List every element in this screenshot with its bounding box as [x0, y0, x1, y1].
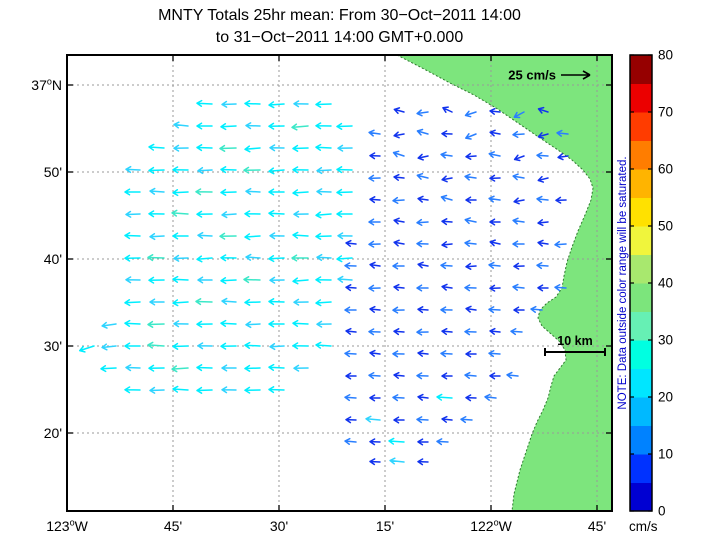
land-polygon: [396, 54, 613, 512]
annotations: [544, 70, 606, 356]
axes-frame: [66, 54, 613, 512]
colorbar-note: NOTE: Data outside color range will be s…: [617, 156, 629, 410]
current-vectors: [78, 99, 569, 466]
scale-bar-label: 10 km: [557, 334, 593, 348]
figure-title-line1: MNTY Totals 25hr mean: From 30−Oct−2011 …: [158, 7, 521, 24]
colorbar-units-label: cm/s: [629, 519, 658, 534]
colorbar: [629, 54, 653, 512]
figure-title-line2: to 31−Oct−2011 14:00 GMT+0.000: [215, 29, 464, 46]
reference-arrow-label: 25 cm/s: [508, 67, 556, 83]
figure-title: MNTY Totals 25hr mean: From 30−Oct−2011 …: [67, 5, 612, 49]
